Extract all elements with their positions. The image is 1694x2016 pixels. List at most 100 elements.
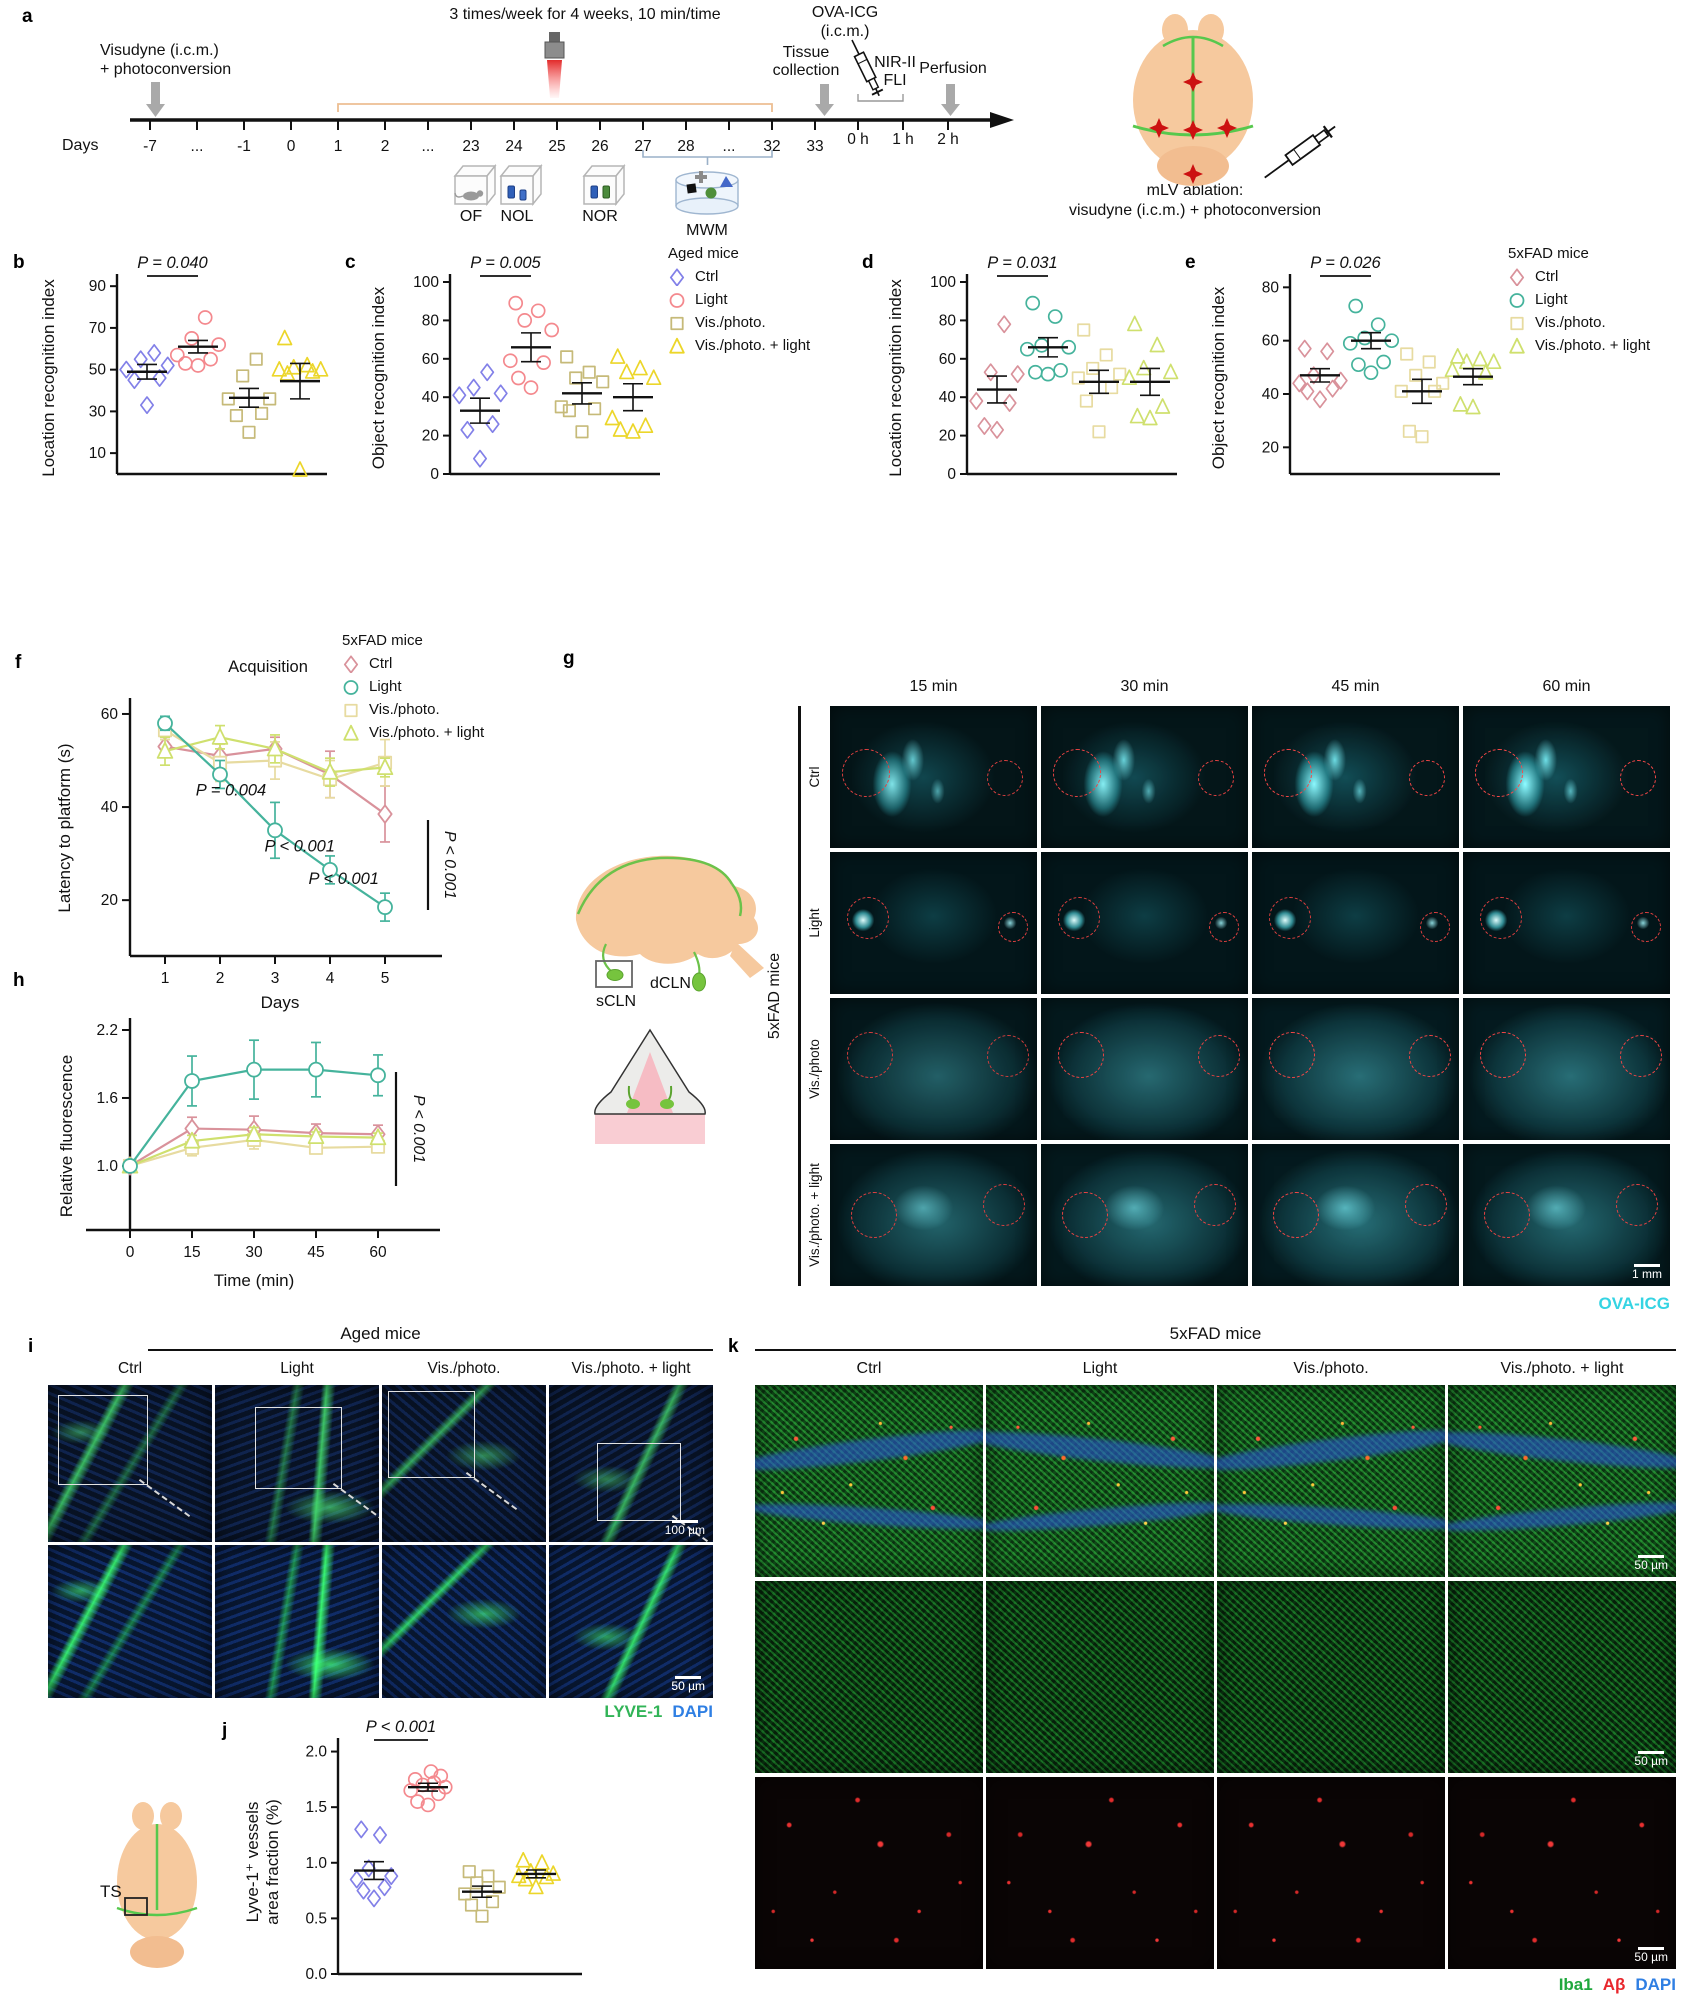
legend-entry: Light <box>668 288 810 311</box>
svg-text:60: 60 <box>939 351 957 368</box>
micrograph-cell <box>215 1385 379 1542</box>
legend-symbol-diamond <box>343 654 359 673</box>
svg-text:1: 1 <box>334 138 343 155</box>
micrograph-cell <box>1217 1385 1445 1577</box>
stain-label: DAPI <box>672 1702 713 1721</box>
i-column-header: Ctrl <box>117 1360 143 1377</box>
k-title-underline <box>755 1349 1676 1351</box>
svg-text:P < 0.001: P < 0.001 <box>441 831 458 899</box>
dcln-roi-circle <box>846 897 889 940</box>
micrograph-cell <box>1252 852 1459 994</box>
i-column-header: Light <box>280 1360 314 1377</box>
scale-bar-label: 50 µm <box>1634 1557 1668 1572</box>
mwm-bracket <box>642 150 773 165</box>
scale-bar-label: 1 mm <box>1632 1266 1662 1281</box>
svg-text:Acquisition: Acquisition <box>228 658 308 676</box>
legend-entry: Ctrl <box>1508 265 1650 288</box>
micrograph-cell <box>1252 998 1459 1140</box>
svg-text:1 h: 1 h <box>892 131 914 148</box>
stain-label: Iba1 <box>1558 1975 1593 1994</box>
micrograph-cell <box>1041 998 1248 1140</box>
scale-bar: 50 µm <box>1634 1751 1668 1768</box>
ylabel-j-line2: area fraction (%) <box>263 1799 282 1925</box>
svg-text:30: 30 <box>89 403 107 420</box>
dcln-roi-circle <box>1208 911 1239 942</box>
legend-5xfad-mice-f: 5xFAD mice Ctrl Light Vis./photo. Vis./photo… <box>342 632 484 744</box>
svg-text:2.0: 2.0 <box>305 1744 327 1761</box>
legend-symbol-circle <box>669 292 685 308</box>
chart-object-recognition-aged: 0 20 40 60 80 100 P = 0.005 <box>388 248 664 509</box>
scln-label: sCLN <box>595 993 636 1010</box>
panel-label-c: c <box>345 252 356 273</box>
svg-text:0: 0 <box>430 466 439 483</box>
svg-text:1.5: 1.5 <box>305 1799 327 1816</box>
legend-entry-label: Vis./photo. + light <box>695 337 811 354</box>
micrograph-cell <box>1252 706 1459 848</box>
brain-sagittal-illustration <box>575 855 764 992</box>
svg-text:80: 80 <box>1262 279 1280 296</box>
panel-label-h: h <box>13 970 25 991</box>
legend-entry: Light <box>1508 288 1650 311</box>
dcln-roi-circle <box>1620 1034 1663 1077</box>
g-row-label: Ctrl <box>807 766 822 788</box>
legend-entry: Vis./photo. <box>342 698 484 721</box>
of-label: OF <box>459 208 483 225</box>
dcln-label: dCLN <box>650 975 691 992</box>
svg-text:-7: -7 <box>143 138 157 155</box>
svg-text:0 h: 0 h <box>847 131 869 148</box>
panel-label-b: b <box>13 252 25 273</box>
inset-box <box>597 1443 681 1521</box>
legend-symbol-triangle <box>1509 337 1525 354</box>
micrograph-cell: 50 µm <box>1448 1581 1676 1773</box>
treatment-bracket <box>337 103 773 112</box>
stain-label: Aβ <box>1602 1975 1626 1994</box>
k-column-header: Ctrl <box>856 1360 882 1377</box>
visudyne-label-2: + photoconversion <box>100 61 232 78</box>
abeta-dots-overlay <box>986 1777 1214 1969</box>
ablation-caption-2: visudyne (i.c.m.) + photoconversion <box>1068 202 1322 219</box>
micrograph-cell <box>1463 852 1670 994</box>
legend-symbol-diamond <box>669 267 685 286</box>
brain-dorsal-illustration <box>1132 14 1336 186</box>
panel-label-g: g <box>563 648 575 669</box>
nor-label: NOR <box>582 208 618 225</box>
legend-entry-label: Vis./photo. <box>369 701 440 718</box>
legend-entry-label: Light <box>369 678 402 695</box>
micrograph-cell <box>1217 1777 1445 1969</box>
dcln-roi-circle <box>997 911 1028 942</box>
dcln-roi-circle <box>850 1192 897 1239</box>
svg-text:P = 0.040: P = 0.040 <box>137 254 208 272</box>
svg-text:60: 60 <box>1262 333 1280 350</box>
svg-text:30: 30 <box>245 1244 263 1261</box>
tissue-collection-label-2: collection <box>772 62 840 79</box>
svg-text:45: 45 <box>307 1244 324 1261</box>
nir-fli-label-2: FLI <box>883 72 907 89</box>
dcln-roi-circle <box>1053 748 1102 797</box>
svg-text:80: 80 <box>422 312 440 329</box>
dcln-roi-circle <box>1272 1192 1319 1239</box>
svg-text:40: 40 <box>101 799 119 816</box>
scale-bar-line <box>1638 1555 1665 1558</box>
micrograph-cell: 50 µm <box>1448 1385 1676 1577</box>
micrograph-cell <box>755 1581 983 1773</box>
svg-text:10: 10 <box>89 445 107 462</box>
stain-label: DAPI <box>1635 1975 1676 1994</box>
dcln-roi-circle <box>842 748 891 797</box>
dcln-roi-circle <box>1264 748 1313 797</box>
micrograph-cell <box>1217 1581 1445 1773</box>
panel-label-a: a <box>22 6 33 27</box>
svg-text:2 h: 2 h <box>937 131 959 148</box>
nol-label: NOL <box>500 208 534 225</box>
scale-bar: 1 mm <box>1632 1264 1662 1281</box>
svg-text:P < 0.001: P < 0.001 <box>366 1718 437 1736</box>
inset-box <box>58 1395 148 1485</box>
legend-entry: Vis./photo. + light <box>342 721 484 744</box>
dcln-roi-circle <box>846 1032 893 1079</box>
micrograph-cell: 50 µm <box>549 1545 713 1698</box>
legend-symbol-triangle <box>343 724 359 741</box>
scale-bar-line <box>1638 1947 1665 1950</box>
i-column-header: Vis./photo. + light <box>571 1360 691 1377</box>
svg-text:0: 0 <box>947 466 956 483</box>
timeline-graphic: -7... -1 0 1 2... 23 24 25 26 27 28... 32 33 0 h 1 h 2 … <box>130 14 1336 215</box>
g-column-header: 45 min <box>1331 678 1380 695</box>
